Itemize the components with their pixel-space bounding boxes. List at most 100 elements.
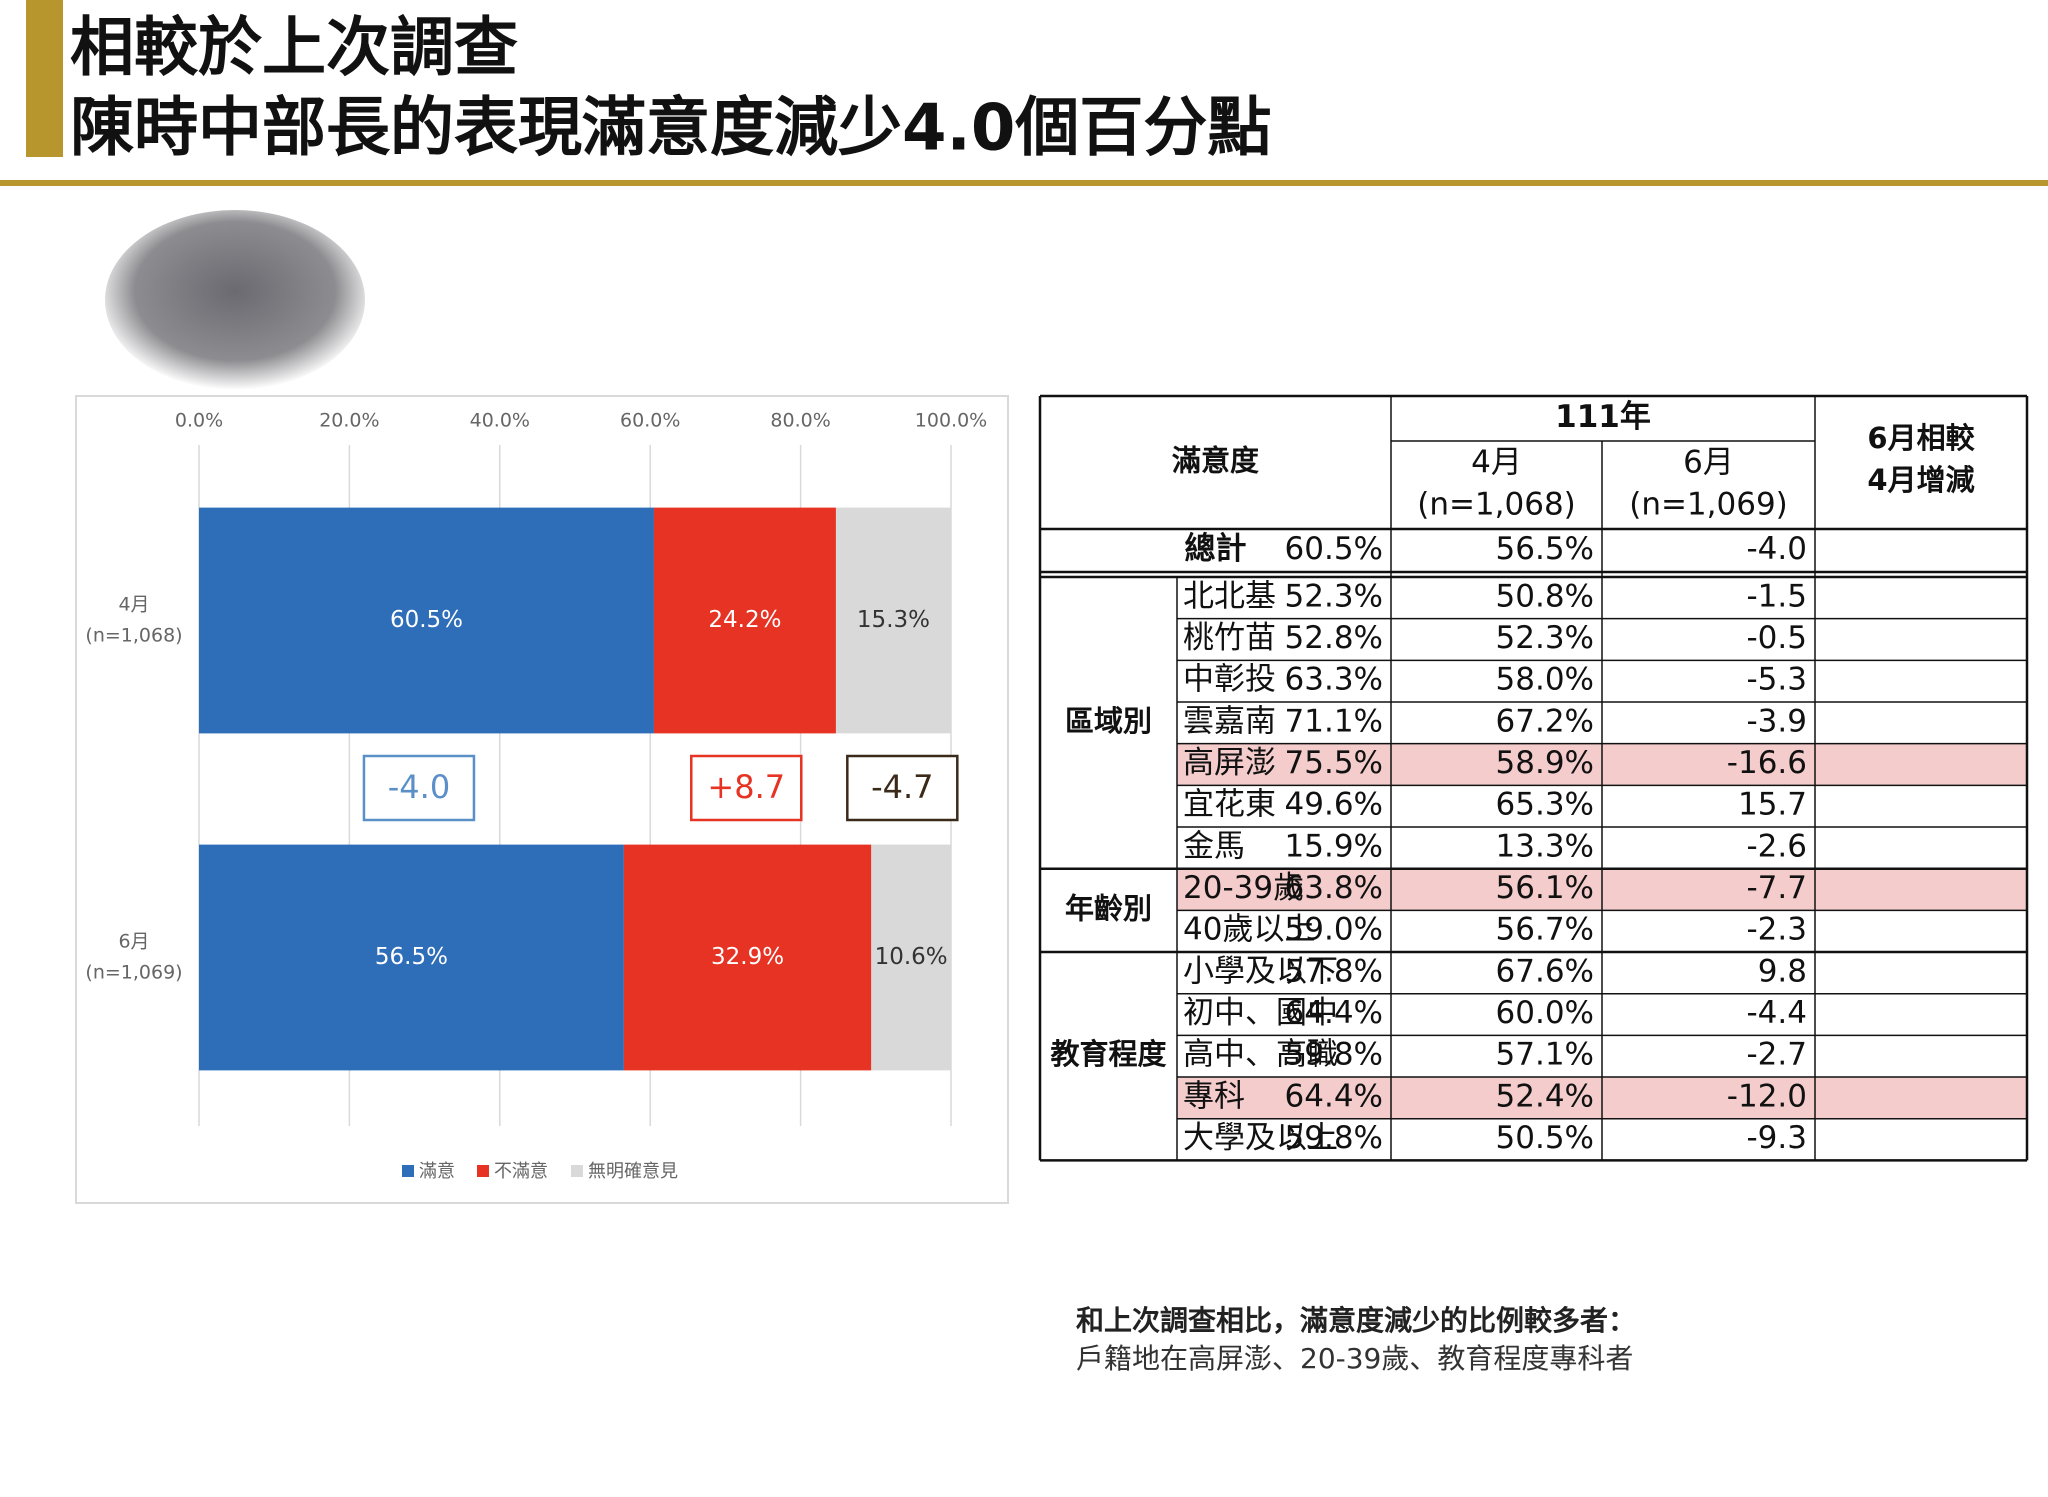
title-rule — [0, 180, 2048, 186]
table-cell: 13.3% — [1496, 828, 1594, 864]
table-cell: -7.7 — [1747, 870, 1808, 906]
table-cell: (n=1,068) — [1417, 487, 1576, 523]
note-line: 和上次調查相比，滿意度減少的比例較多者： — [1076, 1304, 1636, 1337]
portrait-photo — [105, 210, 365, 390]
table-cell: -9.3 — [1747, 1120, 1808, 1156]
legend-swatch — [571, 1165, 583, 1177]
table-cell: 高中、高職 — [1183, 1037, 1338, 1073]
table-cell: 59.8% — [1285, 1037, 1383, 1073]
annotation-box — [690, 754, 803, 822]
table-cell: 59.8% — [1285, 1120, 1383, 1156]
table-cell: 59.0% — [1285, 912, 1383, 948]
table-cell: 教育程度 — [1050, 1037, 1166, 1071]
table-cell: 71.1% — [1285, 703, 1383, 739]
title-line: 相較於上次調查 — [70, 12, 518, 86]
table-cell: 57.1% — [1496, 1037, 1594, 1073]
x-tick-label: 100.0% — [915, 410, 987, 432]
table-cell: 64.4% — [1285, 995, 1383, 1031]
table-cell: 小學及以下 — [1183, 953, 1338, 989]
table-cell: 50.8% — [1496, 578, 1594, 614]
table-cell: 總計 — [1185, 531, 1247, 567]
value-label: 15.3% — [857, 607, 930, 633]
table-cell: 區域別 — [1065, 704, 1152, 738]
table-cell: -12.0 — [1727, 1078, 1807, 1114]
table-cell: 63.3% — [1285, 662, 1383, 698]
y-tick-label: 4月 — [118, 594, 149, 616]
table-cell: 4月 — [1471, 445, 1522, 481]
y-tick-label: (n=1,068) — [85, 625, 182, 647]
table-cell: 20-39歲 — [1183, 870, 1304, 906]
legend-label: 滿意 — [419, 1161, 455, 1182]
y-tick-label: 6月 — [118, 931, 149, 953]
value-label: 32.9% — [711, 944, 784, 970]
value-label: 24.2% — [708, 607, 781, 633]
table-cell: 67.6% — [1496, 953, 1594, 989]
x-tick-label: 80.0% — [770, 410, 830, 432]
value-label: 10.6% — [875, 944, 948, 970]
table-cell: 60.0% — [1496, 995, 1594, 1031]
table-cell: 50.5% — [1496, 1120, 1594, 1156]
annotation-box — [362, 754, 476, 822]
legend-swatch — [402, 1165, 414, 1177]
table-cell: 52.3% — [1285, 578, 1383, 614]
table-cell: 52.3% — [1496, 620, 1594, 656]
table-cell: 49.6% — [1285, 787, 1383, 823]
annotation: -4.7 — [871, 768, 933, 806]
bar-segment — [199, 844, 624, 1071]
table-cell: -2.6 — [1747, 828, 1808, 864]
annotation-box — [846, 754, 959, 822]
table-cell: 高屏澎 — [1183, 745, 1276, 781]
table-cell: 中彰投 — [1183, 662, 1276, 698]
table-cell: 67.2% — [1496, 703, 1594, 739]
table-cell: 金馬 — [1183, 828, 1245, 864]
table-cell: (n=1,069) — [1629, 487, 1788, 523]
table-cell: -2.3 — [1747, 912, 1808, 948]
table-cell: 6月相較 — [1867, 421, 1975, 455]
legend-label: 無明確意見 — [588, 1161, 678, 1182]
table-cell: 宜花東 — [1183, 787, 1276, 823]
table-cell: -5.3 — [1747, 662, 1808, 698]
table-cell: 63.8% — [1285, 870, 1383, 906]
table-cell: 58.9% — [1496, 745, 1594, 781]
note-line: 戶籍地在高屏澎、20-39歲、教育程度專科者 — [1076, 1342, 1633, 1375]
table-cell: 4月增減 — [1867, 463, 1974, 497]
table-cell: 40歲以上 — [1183, 912, 1315, 948]
table-cell: 58.0% — [1496, 662, 1594, 698]
table-cell: 56.5% — [1496, 531, 1594, 567]
table-cell: 56.1% — [1496, 870, 1594, 906]
table-cell: 111年 — [1555, 399, 1651, 435]
table-cell: 滿意度 — [1172, 444, 1259, 478]
table-cell: 年齡別 — [1065, 891, 1152, 925]
table-cell: 56.7% — [1496, 912, 1594, 948]
bar-segment — [653, 507, 836, 734]
table-cell: -4.4 — [1747, 995, 1808, 1031]
bar-segment — [871, 844, 951, 1071]
y-tick-label: (n=1,069) — [85, 962, 182, 984]
table-cell: 9.8 — [1758, 953, 1807, 989]
x-tick-label: 60.0% — [620, 410, 680, 432]
table-cell: 初中、國中 — [1183, 995, 1338, 1031]
table-cell: 52.4% — [1496, 1078, 1594, 1114]
bar-segment — [835, 507, 951, 734]
value-label: 56.5% — [375, 944, 448, 970]
x-tick-label: 20.0% — [319, 410, 379, 432]
table-cell: 64.4% — [1285, 1078, 1383, 1114]
table-cell: 桃竹苗 — [1183, 620, 1276, 656]
bar-segment — [623, 844, 872, 1071]
table-cell: 專科 — [1183, 1078, 1245, 1114]
title-accent — [26, 0, 63, 157]
table-cell: 北北基 — [1183, 578, 1276, 614]
x-tick-label: 40.0% — [470, 410, 530, 432]
table-cell: 52.8% — [1285, 620, 1383, 656]
table-cell: 15.7 — [1738, 787, 1807, 823]
table-cell: -2.7 — [1747, 1037, 1808, 1073]
table-cell: 15.9% — [1285, 828, 1383, 864]
table-cell: -16.6 — [1727, 745, 1807, 781]
table-cell: -3.9 — [1747, 703, 1808, 739]
table-cell: -1.5 — [1747, 578, 1808, 614]
title-line: 陳時中部長的表現滿意度減少4.0個百分點 — [70, 92, 1271, 166]
bar-segment — [199, 507, 654, 734]
legend-label: 不滿意 — [494, 1161, 548, 1182]
